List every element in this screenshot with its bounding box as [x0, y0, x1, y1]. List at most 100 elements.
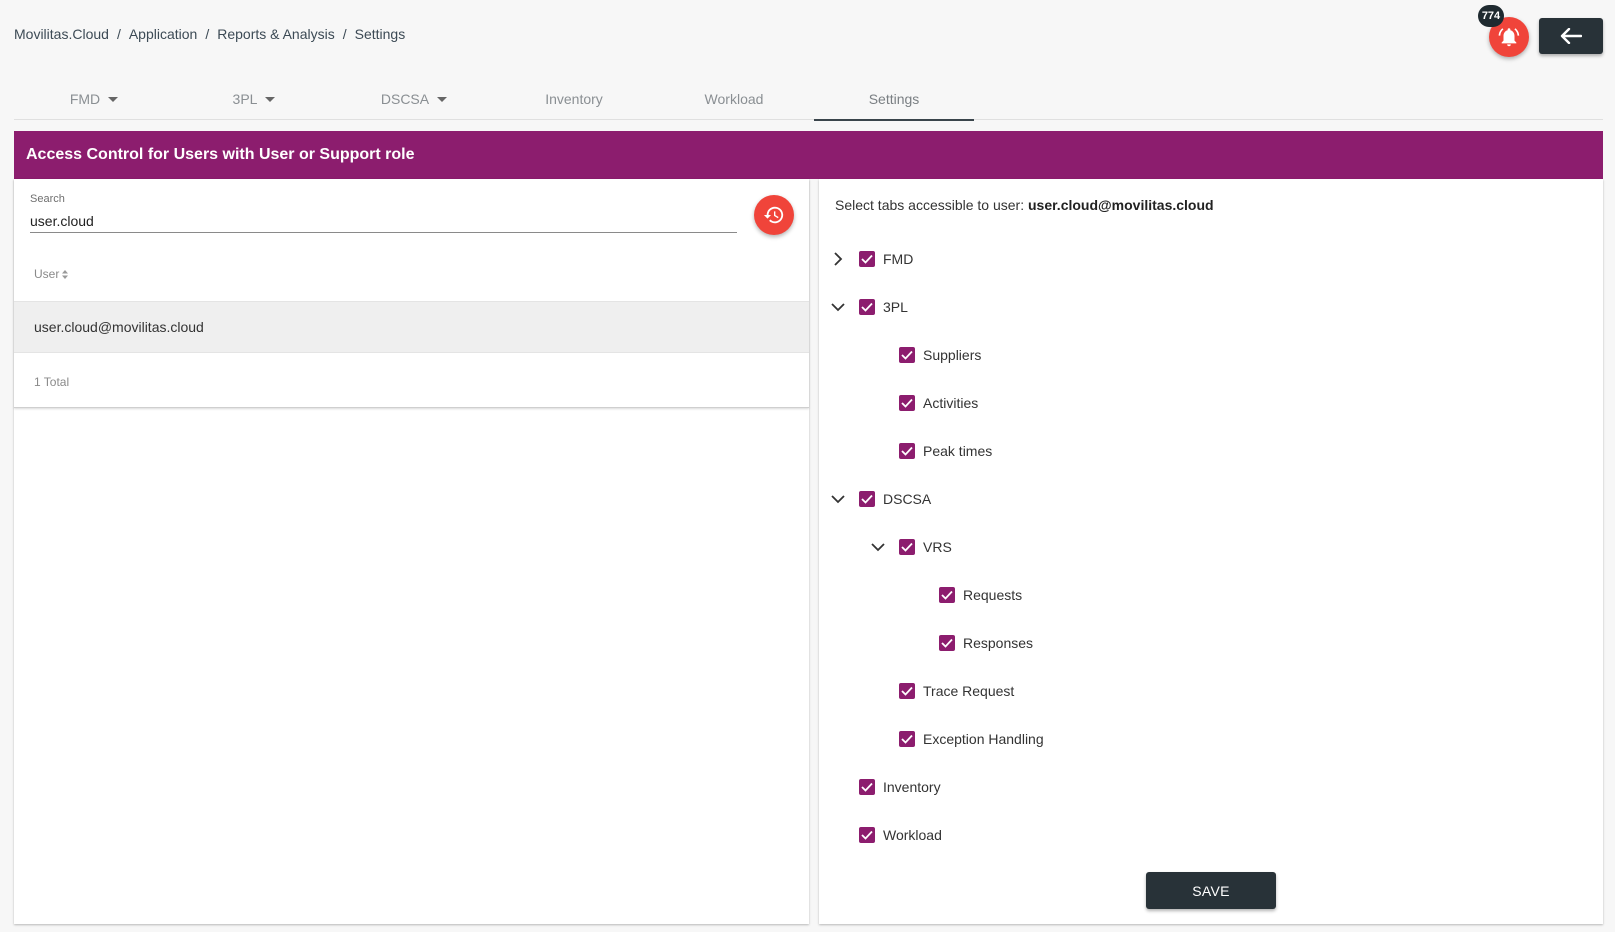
checkbox-checked[interactable]	[859, 299, 875, 315]
checkbox-checked[interactable]	[899, 443, 915, 459]
permission-label: Inventory	[883, 779, 941, 795]
breadcrumb-item[interactable]: Application	[128, 26, 198, 42]
total-count: 1 Total	[34, 375, 70, 389]
tab-label: Workload	[704, 91, 764, 107]
breadcrumb-separator: /	[205, 26, 210, 42]
check-icon	[861, 254, 873, 264]
user-column-header[interactable]: User	[34, 267, 69, 281]
checkbox-checked[interactable]	[939, 587, 955, 603]
breadcrumb-item[interactable]: Reports & Analysis	[217, 26, 335, 42]
breadcrumb: Movilitas.Cloud / Application / Reports …	[14, 26, 405, 42]
check-icon	[901, 350, 913, 360]
permissions-prompt: Select tabs accessible to user: user.clo…	[835, 197, 1214, 213]
checkbox-checked[interactable]	[899, 731, 915, 747]
check-icon	[901, 686, 913, 696]
permission-label: Requests	[963, 587, 1023, 603]
table-row[interactable]: user.cloud@movilitas.cloud	[14, 301, 809, 353]
permission-label: Workload	[883, 827, 942, 843]
check-icon	[861, 782, 873, 792]
checkbox-checked[interactable]	[939, 635, 955, 651]
check-icon	[941, 638, 953, 648]
permission-item: VRS	[899, 537, 952, 557]
prompt-text: Select tabs accessible to user:	[835, 197, 1025, 213]
caret-down-icon	[265, 96, 276, 102]
tab-fmd[interactable]: FMD	[14, 78, 174, 120]
check-icon	[861, 302, 873, 312]
notification-count-badge: 774	[1478, 5, 1504, 27]
search-label: Search	[30, 193, 65, 205]
save-button[interactable]: SAVE	[1146, 872, 1276, 909]
check-icon	[861, 494, 873, 504]
breadcrumb-separator: /	[116, 26, 121, 42]
check-icon	[901, 734, 913, 744]
checkbox-checked[interactable]	[899, 683, 915, 699]
permission-label: 3PL	[883, 299, 908, 315]
tab-label: 3PL	[232, 91, 258, 107]
permission-item: Responses	[939, 633, 1033, 653]
check-icon	[901, 398, 913, 408]
chevron-down-icon[interactable]	[871, 540, 885, 554]
main-tabs: FMD 3PL DSCSA Inventory Workload Setting…	[14, 78, 1603, 121]
permission-label: Suppliers	[923, 347, 982, 363]
user-list-section: Search User user.cloud@movilitas.cloud 1…	[14, 179, 809, 408]
permission-item: DSCSA	[859, 489, 931, 509]
chevron-right-icon[interactable]	[831, 252, 845, 266]
checkbox-checked[interactable]	[859, 251, 875, 267]
checkbox-checked[interactable]	[859, 491, 875, 507]
sort-icon	[62, 269, 69, 279]
permission-item: Inventory	[859, 777, 941, 797]
bell-ring-icon	[1498, 28, 1520, 47]
permission-label: Responses	[963, 635, 1034, 651]
permission-item: Trace Request	[899, 681, 1014, 701]
breadcrumb-separator: /	[342, 26, 347, 42]
permission-item: Requests	[939, 585, 1022, 605]
permission-item: Suppliers	[899, 345, 981, 365]
tab-label: Settings	[868, 91, 920, 107]
tab-label: DSCSA	[380, 91, 430, 107]
arrow-left-icon	[1560, 28, 1582, 44]
permission-label: Exception Handling	[923, 731, 1044, 747]
check-icon	[901, 446, 913, 456]
permission-label: VRS	[923, 539, 952, 555]
permission-item: Exception Handling	[899, 729, 1044, 749]
permission-label: Activities	[923, 395, 979, 411]
tab-workload[interactable]: Workload	[654, 78, 814, 120]
check-icon	[861, 830, 873, 840]
checkbox-checked[interactable]	[859, 779, 875, 795]
checkbox-checked[interactable]	[899, 347, 915, 363]
checkbox-checked[interactable]	[899, 395, 915, 411]
checkbox-checked[interactable]	[899, 539, 915, 555]
permission-item: Activities	[899, 393, 978, 413]
checkbox-checked[interactable]	[859, 827, 875, 843]
back-button[interactable]	[1539, 18, 1603, 54]
permission-label: DSCSA	[883, 491, 932, 507]
permission-item: Workload	[859, 825, 942, 845]
chevron-down-icon[interactable]	[831, 300, 845, 314]
tab-label: FMD	[69, 91, 101, 107]
search-input[interactable]	[30, 209, 737, 233]
caret-down-icon	[437, 96, 448, 102]
column-label: User	[34, 267, 60, 281]
permission-item: Peak times	[899, 441, 992, 461]
permission-label: Peak times	[923, 443, 993, 459]
reset-search-button[interactable]	[754, 195, 794, 235]
caret-down-icon	[108, 96, 119, 102]
tab-inventory[interactable]: Inventory	[494, 78, 654, 120]
tab-dscsa[interactable]: DSCSA	[334, 78, 494, 120]
check-icon	[941, 590, 953, 600]
tab-3pl[interactable]: 3PL	[174, 78, 334, 120]
permission-item: FMD	[859, 249, 913, 269]
breadcrumb-item[interactable]: Movilitas.Cloud	[14, 26, 109, 42]
permission-label: FMD	[883, 251, 914, 267]
selected-user: user.cloud@movilitas.cloud	[1028, 197, 1214, 213]
history-icon	[763, 206, 784, 224]
tab-label: Inventory	[545, 91, 603, 107]
chevron-down-icon[interactable]	[831, 492, 845, 506]
permission-label: Trace Request	[923, 683, 1015, 699]
panel-title: Access Control for Users with User or Su…	[14, 131, 1603, 179]
breadcrumb-item-current: Settings	[354, 26, 406, 42]
check-icon	[901, 542, 913, 552]
permissions-card: Select tabs accessible to user: user.clo…	[819, 179, 1603, 924]
permission-item: 3PL	[859, 297, 908, 317]
tab-settings[interactable]: Settings	[814, 78, 974, 121]
